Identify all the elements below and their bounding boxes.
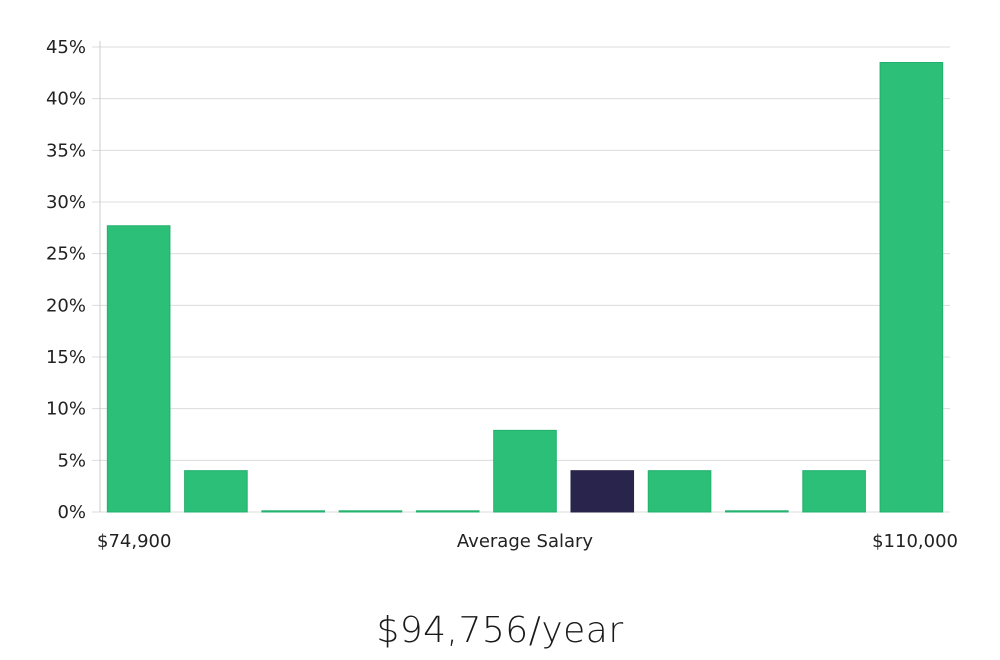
salary-distribution-chart: 0% 5% 10% 15% 20% 25% 30% 35% 40% 45% $74,900 Ave… xyxy=(46,37,958,552)
bar xyxy=(647,470,712,513)
y-tick-label: 25% xyxy=(46,244,86,265)
bar-average-salary xyxy=(570,470,635,513)
bars xyxy=(106,62,944,513)
y-tick-label: 20% xyxy=(46,295,86,316)
x-label-max: $110,000 xyxy=(872,531,958,552)
y-tick-label: 5% xyxy=(57,450,86,471)
bar xyxy=(106,225,171,513)
bar xyxy=(802,470,866,513)
x-label-min: $74,900 xyxy=(97,531,171,552)
y-axis-ticks: 0% 5% 10% 15% 20% 25% 30% 35% 40% 45% xyxy=(46,37,86,523)
bar xyxy=(184,470,248,513)
bar xyxy=(493,429,557,513)
y-tick-label: 0% xyxy=(57,502,86,523)
y-tick-label: 30% xyxy=(46,192,86,213)
x-label-average: Average Salary xyxy=(457,531,594,552)
y-tick-label: 40% xyxy=(46,89,86,110)
y-tick-label: 45% xyxy=(46,37,86,58)
grid-lines xyxy=(92,46,950,513)
y-tick-label: 10% xyxy=(46,399,86,420)
bar xyxy=(879,62,944,513)
bar xyxy=(725,510,789,513)
bar xyxy=(415,510,480,513)
bar xyxy=(261,510,325,513)
average-salary-value: $94,756/year xyxy=(376,610,624,651)
y-tick-label: 35% xyxy=(46,140,86,161)
y-tick-label: 15% xyxy=(46,347,86,368)
bar xyxy=(338,510,403,513)
